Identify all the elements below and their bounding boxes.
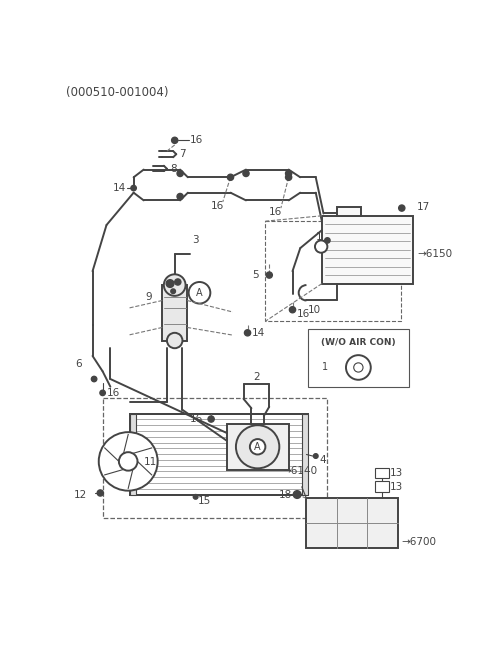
- Circle shape: [100, 390, 105, 396]
- Circle shape: [293, 491, 301, 499]
- Text: 14: 14: [252, 328, 265, 338]
- Circle shape: [346, 355, 371, 380]
- Circle shape: [97, 490, 103, 496]
- Bar: [302, 414, 308, 495]
- Circle shape: [131, 186, 136, 191]
- Bar: [103, 398, 327, 518]
- Circle shape: [228, 174, 234, 180]
- Text: (W/O AIR CON): (W/O AIR CON): [321, 338, 396, 347]
- Circle shape: [236, 425, 279, 468]
- Circle shape: [324, 237, 330, 243]
- Text: 13: 13: [390, 468, 403, 478]
- Text: 5: 5: [252, 270, 259, 280]
- Text: 16: 16: [296, 308, 310, 319]
- Bar: [130, 414, 136, 495]
- Text: 3: 3: [192, 236, 198, 245]
- Bar: [375, 468, 389, 478]
- Text: →6150: →6150: [417, 249, 452, 259]
- Text: 17: 17: [417, 201, 431, 211]
- Text: 8: 8: [170, 164, 177, 174]
- Circle shape: [166, 279, 174, 287]
- Bar: [322, 216, 413, 283]
- Circle shape: [243, 171, 249, 176]
- Text: 18: 18: [278, 489, 292, 499]
- Circle shape: [315, 240, 327, 253]
- Circle shape: [171, 289, 176, 293]
- Circle shape: [286, 171, 292, 176]
- Text: 7: 7: [180, 149, 186, 159]
- Bar: [227, 424, 288, 470]
- Text: 14: 14: [113, 183, 126, 193]
- Bar: [130, 414, 308, 495]
- Bar: [311, 332, 406, 384]
- Circle shape: [289, 306, 296, 313]
- Bar: [375, 482, 389, 492]
- Text: 16: 16: [190, 135, 204, 146]
- Circle shape: [167, 333, 182, 348]
- Circle shape: [177, 194, 183, 199]
- Circle shape: [313, 454, 318, 459]
- Circle shape: [266, 272, 272, 278]
- Text: 11: 11: [144, 457, 157, 467]
- Text: 16: 16: [107, 388, 120, 398]
- Text: 4: 4: [320, 455, 326, 465]
- Circle shape: [175, 279, 181, 285]
- Text: 16: 16: [190, 414, 204, 424]
- Bar: [265, 221, 401, 321]
- Circle shape: [354, 363, 363, 372]
- Text: 9: 9: [145, 292, 152, 302]
- Text: 6: 6: [75, 359, 82, 369]
- Circle shape: [208, 416, 214, 422]
- Text: 12: 12: [74, 489, 87, 499]
- Circle shape: [399, 205, 405, 211]
- Bar: [306, 499, 398, 548]
- Circle shape: [164, 274, 186, 296]
- Text: 15: 15: [198, 496, 211, 506]
- Circle shape: [189, 282, 210, 304]
- Circle shape: [91, 377, 97, 382]
- Text: 1: 1: [316, 232, 323, 241]
- Circle shape: [250, 439, 265, 455]
- Bar: [130, 414, 308, 495]
- Text: A: A: [196, 288, 203, 298]
- Circle shape: [172, 137, 178, 144]
- Text: →6140: →6140: [282, 466, 318, 476]
- Circle shape: [177, 171, 183, 176]
- Text: 16: 16: [269, 207, 283, 217]
- Text: 2: 2: [254, 373, 260, 382]
- Circle shape: [119, 452, 137, 470]
- Text: (000510-001004): (000510-001004): [66, 86, 168, 99]
- Bar: [337, 207, 360, 216]
- Bar: [308, 329, 409, 387]
- Circle shape: [99, 432, 157, 491]
- Text: 16: 16: [211, 201, 224, 211]
- Text: A: A: [254, 441, 261, 452]
- Circle shape: [244, 330, 251, 336]
- Text: 10: 10: [308, 306, 321, 316]
- Text: 13: 13: [390, 482, 403, 492]
- Bar: [162, 285, 187, 340]
- Circle shape: [286, 174, 292, 180]
- Text: →6700: →6700: [401, 537, 436, 547]
- Circle shape: [193, 495, 198, 499]
- Text: 1: 1: [322, 363, 328, 373]
